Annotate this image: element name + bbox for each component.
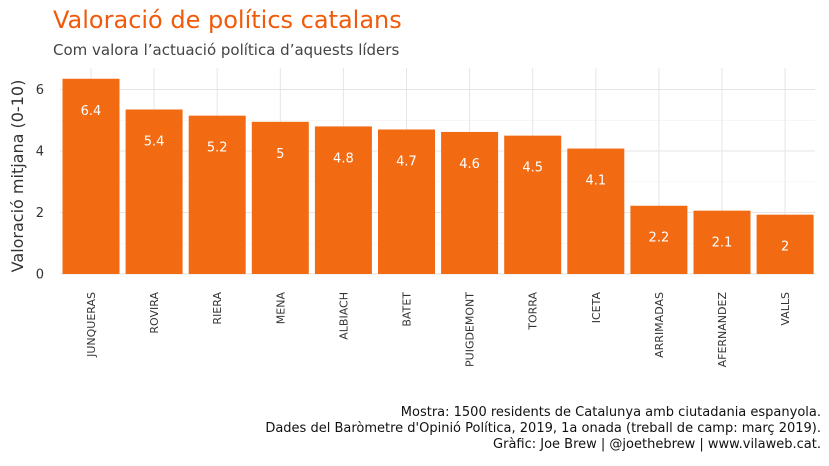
data-label: 2: [781, 240, 789, 255]
x-tick-label: VALLS: [779, 292, 792, 326]
bar: [693, 210, 751, 274]
chart-subtitle: Com valora l’actuació política d’aquests…: [53, 41, 400, 59]
x-tick-label: RIERA: [211, 292, 224, 325]
data-label: 4.1: [585, 174, 606, 189]
bar: [188, 115, 246, 275]
bar: [630, 205, 688, 274]
caption-line-source: Dades del Baròmetre d'Opinió Política, 2…: [265, 421, 821, 436]
x-tick-label: ICETA: [590, 292, 603, 324]
bar: [567, 148, 625, 274]
x-tick-label: MENA: [274, 292, 287, 325]
x-tick-label: ALBIACH: [337, 292, 350, 340]
bar: [378, 129, 435, 274]
caption-line-credit: Gràfic: Joe Brew | @joethebrew | www.vil…: [493, 437, 821, 452]
data-label: 4.5: [522, 161, 543, 176]
x-tick-label: TORRA: [527, 292, 540, 331]
bar: [314, 126, 372, 274]
data-label: 6.4: [81, 104, 102, 119]
x-tick-label: BATET: [401, 292, 414, 327]
bar: [756, 214, 814, 274]
data-labels: 6.4 5.4 5.2 5 4.8 4.7 4.6 4.5 4.1 2.2 2.1 2: [81, 104, 790, 255]
y-tick-label: 2: [36, 206, 44, 221]
x-tick-label: ARRIMADAS: [653, 292, 666, 358]
x-tick-label: AFERNANDEZ: [716, 292, 729, 368]
x-axis-ticks: JUNQUERAS ROVIRA RIERA MENA ALBIACH BATET PUIG…: [85, 292, 792, 368]
y-axis-label: Valoració mitjana (0-10): [8, 80, 27, 273]
bar: [441, 131, 499, 274]
y-tick-label: 6: [36, 83, 44, 98]
data-label: 4.6: [459, 157, 480, 172]
bars: [62, 78, 814, 275]
caption-line-sample: Mostra: 1500 residents de Catalunya amb …: [400, 405, 821, 420]
bar: [125, 109, 183, 274]
data-label: 5: [276, 147, 284, 162]
x-tick-label: JUNQUERAS: [85, 292, 98, 358]
data-label: 5.4: [144, 135, 165, 150]
data-label: 5.2: [207, 141, 228, 156]
data-label: 2.1: [712, 236, 733, 251]
bar: [504, 135, 562, 274]
bar: [62, 78, 120, 274]
chart-title: Valoració de polítics catalans: [53, 6, 402, 34]
y-tick-label: 4: [36, 145, 44, 160]
y-axis-ticks: 0 2 4 6: [36, 83, 44, 282]
data-label: 4.7: [396, 154, 417, 169]
y-tick-label: 0: [36, 268, 44, 283]
x-tick-label: PUIGDEMONT: [464, 292, 477, 367]
bar-chart: 6.4 5.4 5.2 5 4.8 4.7 4.6 4.5 4.1 2.2 2.1 2 0 2 4 6 JU…: [8, 68, 815, 368]
data-label: 4.8: [333, 151, 354, 166]
caption: Mostra: 1500 residents de Catalunya amb …: [265, 405, 821, 453]
bar: [251, 121, 309, 274]
x-tick-label: ROVIRA: [148, 292, 161, 334]
data-label: 2.2: [649, 231, 670, 246]
